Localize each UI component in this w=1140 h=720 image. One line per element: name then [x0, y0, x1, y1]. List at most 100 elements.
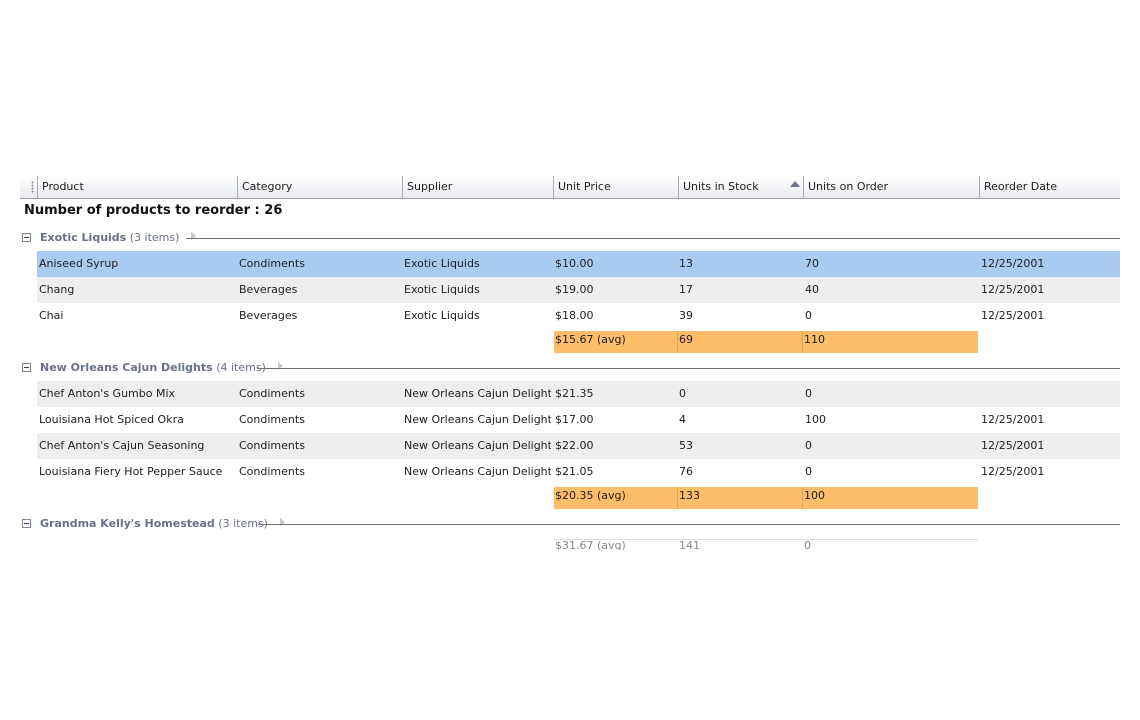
chevron-right-icon[interactable] — [191, 232, 197, 240]
cell-supplier: New Orleans Cajun Delights — [404, 439, 551, 452]
collapse-minus-icon[interactable] — [22, 233, 31, 242]
group-caption: Grandma Kelly's Homestead (3 items) — [40, 517, 285, 530]
group-count: (4 items) — [216, 361, 266, 374]
cell-product: Chef Anton's Cajun Seasoning — [39, 439, 205, 452]
column-header-label: Supplier — [407, 180, 453, 193]
aggregate-units-on-order: 100 — [804, 489, 825, 502]
column-header-label: Reorder Date — [984, 180, 1058, 193]
cell-unit-price: $10.00 — [555, 257, 594, 270]
cell-unit-price: $19.00 — [555, 283, 594, 296]
group-divider — [186, 238, 1120, 239]
group-caption: New Orleans Cajun Delights (4 items) — [40, 361, 283, 374]
cell-unit-price: $18.00 — [555, 309, 594, 322]
group-aggregate-row: $15.67 (avg) 69 110 — [554, 331, 978, 353]
cell-units-on-order: 70 — [805, 257, 819, 270]
collapse-minus-icon[interactable] — [22, 363, 31, 372]
cell-units-in-stock: 4 — [679, 413, 686, 426]
cell-category: Beverages — [239, 283, 298, 296]
cell-units-in-stock: 76 — [679, 465, 693, 478]
cell-supplier: New Orleans Cajun Delights — [404, 465, 551, 478]
cell-supplier: Exotic Liquids — [404, 283, 480, 296]
table-row[interactable]: Chef Anton's Cajun Seasoning Condiments … — [37, 433, 1120, 459]
cell-category: Condiments — [239, 465, 305, 478]
column-header-unit-price[interactable]: Unit Price — [553, 176, 678, 198]
aggregate-units-in-stock: 133 — [679, 489, 700, 502]
chevron-right-icon[interactable] — [279, 518, 285, 526]
column-header-product[interactable]: Product — [37, 176, 237, 198]
cell-reorder-date: 12/25/2001 — [981, 465, 1045, 478]
cell-units-in-stock: 53 — [679, 439, 693, 452]
header-grip-icon[interactable] — [31, 181, 34, 193]
cell-unit-price: $21.05 — [555, 465, 594, 478]
column-header-label: Category — [242, 180, 293, 193]
cell-product: Chef Anton's Gumbo Mix — [39, 387, 176, 400]
group-name: New Orleans Cajun Delights — [40, 361, 213, 374]
group-name: Grandma Kelly's Homestead — [40, 517, 215, 530]
aggregate-unit-price: $31.67 (avg) — [555, 539, 626, 550]
column-header-label: Product — [42, 180, 84, 193]
aggregate-units-on-order: 0 — [804, 539, 811, 550]
cell-units-on-order: 0 — [805, 387, 812, 400]
cell-reorder-date: 12/25/2001 — [981, 257, 1045, 270]
column-header-supplier[interactable]: Supplier — [402, 176, 553, 198]
cell-unit-price: $22.00 — [555, 439, 594, 452]
column-header-category[interactable]: Category — [237, 176, 402, 198]
cell-unit-price: $21.35 — [555, 387, 594, 400]
cell-units-in-stock: 39 — [679, 309, 693, 322]
cell-product: Chai — [39, 309, 64, 322]
cell-units-in-stock: 17 — [679, 283, 693, 296]
group-divider — [258, 524, 1120, 525]
cell-supplier: Exotic Liquids — [404, 309, 480, 322]
column-header-label: Units on Order — [808, 180, 889, 193]
aggregate-units-in-stock: 141 — [679, 539, 700, 550]
aggregate-unit-price: $20.35 (avg) — [555, 489, 626, 502]
cell-product: Aniseed Syrup — [39, 257, 119, 270]
collapse-minus-icon[interactable] — [22, 519, 31, 528]
group-caption: Exotic Liquids (3 items) — [40, 231, 197, 244]
chevron-right-icon[interactable] — [277, 362, 283, 370]
column-header-units-in-stock[interactable]: Units in Stock — [678, 176, 803, 198]
table-row[interactable]: Louisiana Hot Spiced Okra Condiments New… — [37, 407, 1120, 433]
group-row-grandma-kellys-homestead[interactable]: Grandma Kelly's Homestead (3 items) — [20, 514, 1120, 534]
aggregate-units-in-stock: 69 — [679, 333, 693, 346]
group-aggregate-row: $20.35 (avg) 133 100 — [554, 487, 978, 509]
cell-reorder-date: 12/25/2001 — [981, 413, 1045, 426]
table-row[interactable]: Chai Beverages Exotic Liquids $18.00 39 … — [37, 303, 1120, 329]
group-count: (3 items) — [218, 517, 268, 530]
column-header-units-on-order[interactable]: Units on Order — [803, 176, 979, 198]
product-grid: Product Category Supplier Unit Price Uni… — [20, 176, 1120, 550]
cell-reorder-date: 12/25/2001 — [981, 283, 1045, 296]
cell-unit-price: $17.00 — [555, 413, 594, 426]
cell-units-on-order: 0 — [805, 439, 812, 452]
cell-category: Condiments — [239, 257, 305, 270]
table-row[interactable]: Louisiana Fiery Hot Pepper Sauce Condime… — [37, 459, 1120, 485]
cell-supplier: Exotic Liquids — [404, 257, 480, 270]
column-header-reorder-date[interactable]: Reorder Date — [979, 176, 1120, 198]
cell-category: Condiments — [239, 439, 305, 452]
column-header-label: Unit Price — [558, 180, 611, 193]
aggregate-separator — [677, 487, 678, 509]
group-row-exotic-liquids[interactable]: Exotic Liquids (3 items) — [20, 228, 1120, 248]
aggregate-separator — [802, 331, 803, 353]
column-header-row: Product Category Supplier Unit Price Uni… — [20, 176, 1120, 199]
table-row[interactable]: Aniseed Syrup Condiments Exotic Liquids … — [37, 251, 1120, 277]
aggregate-separator — [802, 487, 803, 509]
aggregate-units-on-order: 110 — [804, 333, 825, 346]
table-row[interactable]: Chef Anton's Gumbo Mix Condiments New Or… — [37, 381, 1120, 407]
cell-reorder-date — [979, 381, 1118, 407]
cell-units-on-order: 100 — [805, 413, 826, 426]
cell-supplier: New Orleans Cajun Delights — [404, 387, 551, 400]
table-row[interactable]: Chang Beverages Exotic Liquids $19.00 17… — [37, 277, 1120, 303]
cell-product: Louisiana Fiery Hot Pepper Sauce — [39, 465, 223, 478]
group-count: (3 items) — [129, 231, 180, 244]
group-name: Exotic Liquids — [40, 231, 127, 244]
sort-ascending-icon[interactable] — [790, 181, 800, 187]
column-header-label: Units in Stock — [683, 180, 759, 193]
cell-category: Condiments — [239, 413, 305, 426]
summary-title: Number of products to reorder : 26 — [24, 203, 283, 218]
group-row-new-orleans-cajun-delights[interactable]: New Orleans Cajun Delights (4 items) — [20, 358, 1120, 378]
cell-reorder-date: 12/25/2001 — [981, 439, 1045, 452]
cell-units-on-order: 0 — [805, 465, 812, 478]
cell-units-in-stock: 13 — [679, 257, 693, 270]
aggregate-separator — [677, 331, 678, 353]
